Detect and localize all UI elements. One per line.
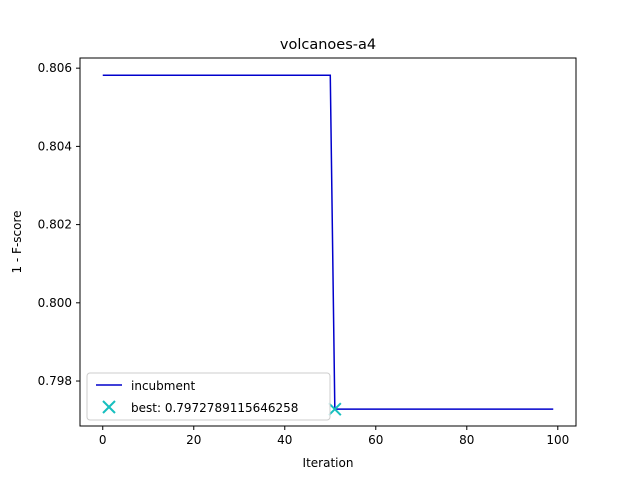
x-tick-label: 80: [459, 433, 474, 447]
series-line-incumbent: [102, 74, 554, 410]
x-tick-label: 100: [546, 433, 569, 447]
x-tick-label: 0: [99, 433, 107, 447]
chart-title: volcanoes-a4: [280, 37, 376, 53]
y-tick-label: 0.802: [38, 218, 72, 232]
x-tick-label: 20: [186, 433, 201, 447]
x-tick-label: 60: [368, 433, 383, 447]
y-tick-label: 0.804: [38, 139, 72, 153]
y-tick-label: 0.800: [38, 296, 72, 310]
y-axis-ticks: 0.798 0.800 0.802 0.804 0.806: [38, 61, 80, 388]
y-tick-label: 0.798: [38, 374, 72, 388]
x-axis-ticks: 0 20 40 60 80 100: [99, 426, 569, 447]
x-axis-label: Iteration: [303, 456, 354, 470]
legend-marker-swatch: [102, 400, 116, 414]
x-tick-label: 40: [277, 433, 292, 447]
legend-label-incumbent: incubment: [131, 379, 195, 393]
y-axis-label: 1 - F-score: [10, 210, 24, 273]
plot-area: [102, 74, 554, 416]
axes-frame: [79, 57, 577, 427]
best-point-marker: [328, 402, 342, 416]
legend: incubment best: 0.7972789115646258: [86, 372, 331, 421]
legend-label-best: best: 0.7972789115646258: [131, 401, 298, 415]
legend-box: [86, 372, 331, 421]
y-tick-label: 0.806: [38, 61, 72, 75]
